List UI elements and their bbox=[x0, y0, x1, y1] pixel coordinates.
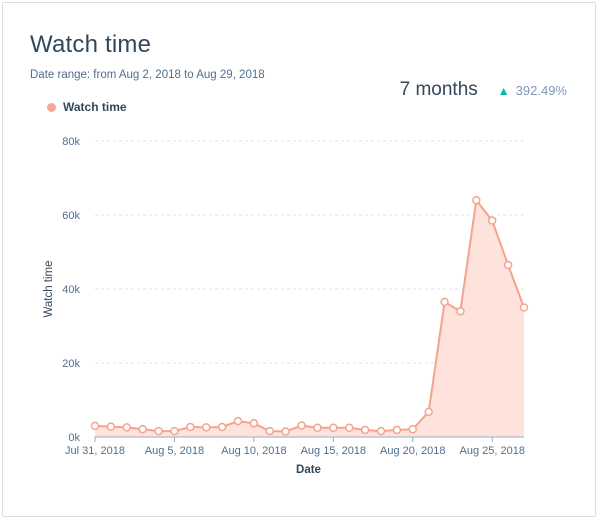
data-points bbox=[90, 195, 529, 436]
data-point bbox=[344, 423, 354, 432]
y-tick-label: 60k bbox=[62, 210, 80, 222]
chart-title: Watch time bbox=[30, 31, 152, 58]
y-tick-label: 0k bbox=[68, 432, 80, 444]
legend-label: Watch time bbox=[63, 100, 127, 114]
data-point bbox=[297, 421, 306, 430]
data-point bbox=[201, 423, 211, 432]
x-tick-label: Aug 20, 2018 bbox=[380, 445, 445, 457]
data-point bbox=[106, 422, 116, 431]
data-point bbox=[408, 424, 418, 434]
data-point bbox=[392, 425, 402, 435]
series-line bbox=[94, 197, 525, 433]
data-point bbox=[265, 426, 275, 436]
y-tick-label: 80k bbox=[62, 136, 80, 148]
date-range-text: Date range: from Aug 2, 2018 to Aug 29, … bbox=[30, 69, 265, 81]
x-tick-label: Jul 31, 2018 bbox=[65, 445, 125, 457]
data-point bbox=[424, 407, 433, 417]
x-axis-title: Date bbox=[296, 464, 321, 476]
data-point bbox=[487, 216, 497, 225]
data-point bbox=[217, 422, 227, 432]
data-point bbox=[503, 260, 513, 270]
x-tick-label: Aug 15, 2018 bbox=[301, 445, 366, 457]
triangle-up-icon: ▲ bbox=[497, 84, 510, 98]
y-axis-ticks: 0k 20k 40k 60k 80k bbox=[62, 136, 80, 444]
y-tick-label: 20k bbox=[62, 358, 80, 370]
data-point bbox=[138, 424, 147, 434]
data-point bbox=[122, 423, 132, 432]
period-label: 7 months bbox=[399, 79, 478, 100]
summary-stat: 7 months ▲ 392.49% bbox=[400, 79, 567, 101]
y-axis-title: Watch time bbox=[43, 260, 55, 317]
data-point bbox=[376, 426, 386, 436]
data-point bbox=[154, 426, 163, 436]
data-point bbox=[249, 419, 259, 428]
change-percent: 392.49% bbox=[515, 83, 567, 98]
chart-legend[interactable]: Watch time bbox=[47, 100, 127, 114]
data-point bbox=[313, 423, 322, 432]
data-point bbox=[170, 426, 179, 436]
x-tick-label: Aug 10, 2018 bbox=[221, 445, 286, 457]
data-point bbox=[233, 416, 243, 426]
y-tick-label: 40k bbox=[62, 284, 80, 296]
data-point bbox=[519, 303, 529, 312]
data-point bbox=[186, 422, 195, 432]
x-tick-label: Aug 5, 2018 bbox=[145, 445, 204, 457]
data-point bbox=[456, 306, 465, 316]
data-point bbox=[329, 423, 338, 432]
data-point bbox=[440, 297, 449, 307]
x-tick-label: Aug 25, 2018 bbox=[459, 445, 524, 457]
data-point bbox=[472, 195, 481, 205]
data-point bbox=[360, 425, 370, 435]
x-axis-ticks: Jul 31, 2018 Aug 5, 2018 Aug 10, 2018 Aug 1… bbox=[65, 437, 525, 457]
data-point bbox=[90, 421, 100, 431]
series-area bbox=[95, 200, 524, 437]
legend-swatch bbox=[47, 102, 56, 112]
data-point bbox=[281, 427, 290, 436]
